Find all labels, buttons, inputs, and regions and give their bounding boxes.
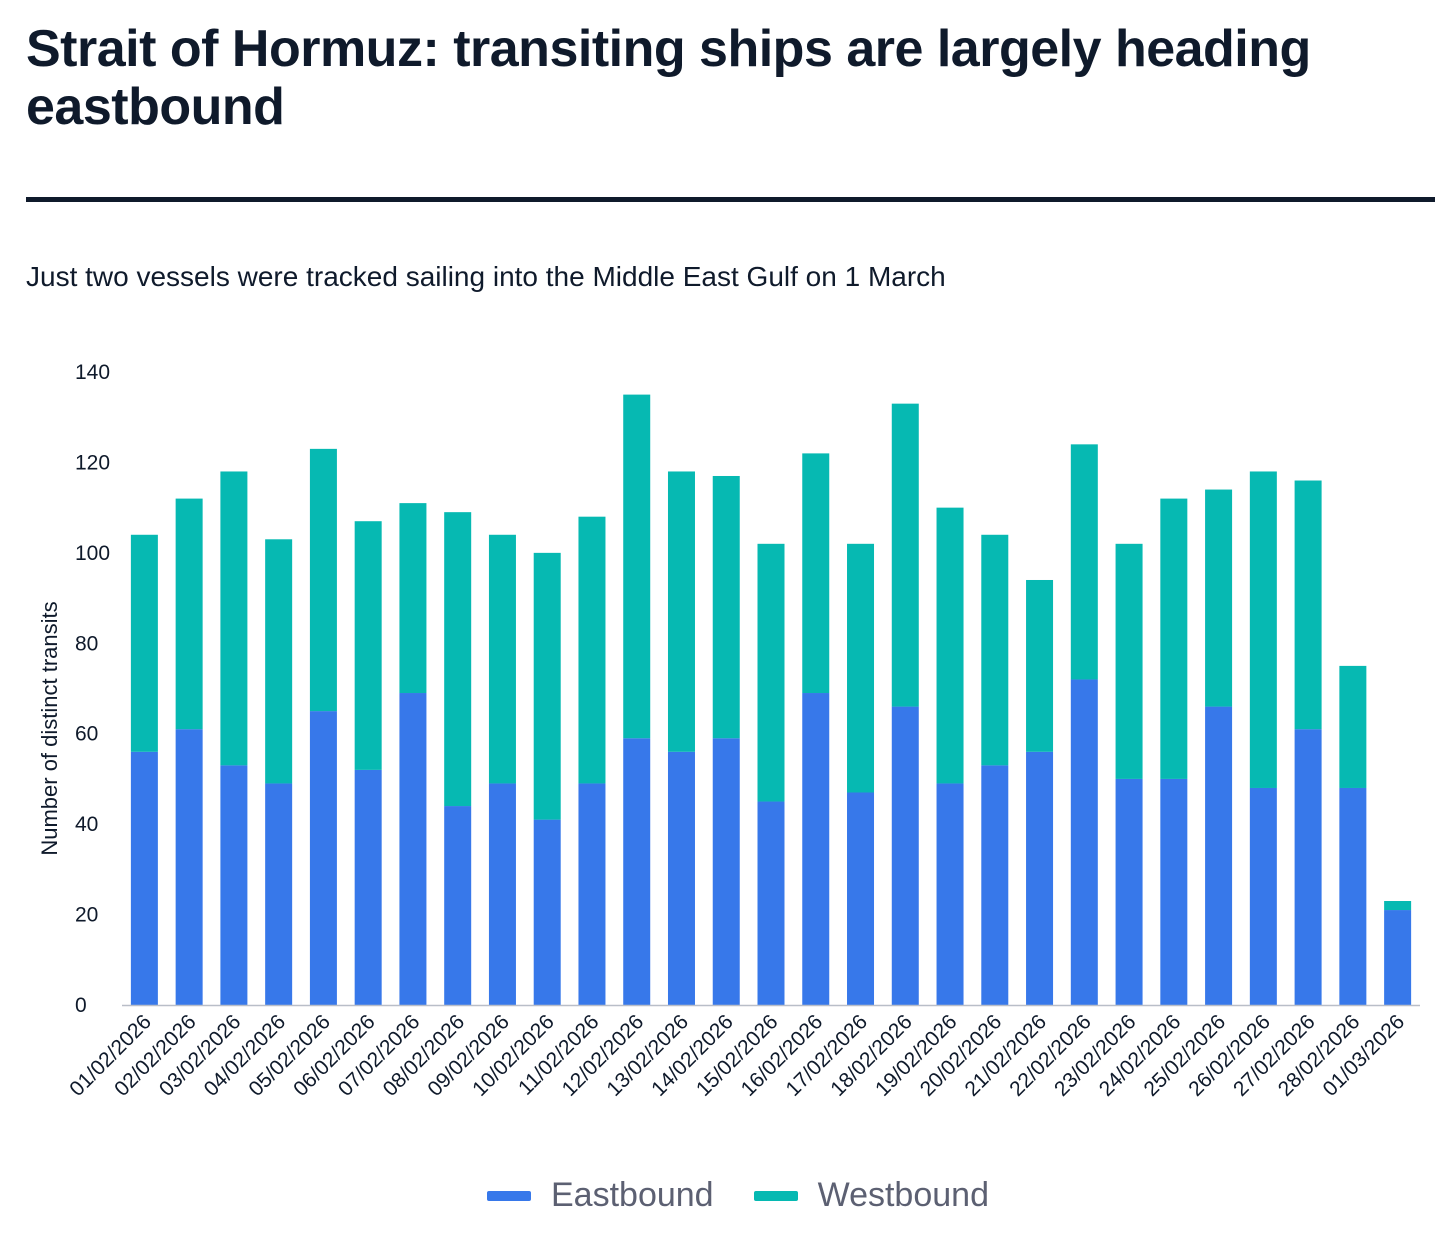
- bar-westbound: [847, 543, 875, 793]
- bar-westbound: [802, 453, 830, 694]
- bar-westbound: [1294, 480, 1322, 730]
- legend-item-westbound[interactable]: Westbound: [753, 1176, 989, 1215]
- y-tick-label: 80: [75, 632, 98, 655]
- bar-westbound: [533, 552, 561, 820]
- bar-westbound: [354, 521, 382, 770]
- bar-westbound: [444, 512, 472, 807]
- y-tick-label: 20: [75, 904, 98, 927]
- bar-westbound: [667, 471, 695, 752]
- bar-eastbound: [1205, 706, 1233, 1005]
- bar-eastbound: [1115, 778, 1143, 1005]
- bar-eastbound: [354, 769, 382, 1005]
- bar-eastbound: [533, 819, 561, 1005]
- bar-westbound: [1070, 444, 1098, 680]
- y-axis-title: Number of distinct transits: [37, 601, 62, 855]
- bar-westbound: [309, 448, 337, 712]
- bar-westbound: [712, 475, 740, 739]
- bar-westbound: [1339, 665, 1367, 788]
- bar-westbound: [936, 507, 964, 784]
- bar-westbound: [399, 503, 427, 694]
- bar-eastbound: [667, 751, 695, 1005]
- bar-westbound: [1026, 579, 1054, 752]
- legend-label-westbound: Westbound: [817, 1176, 989, 1214]
- legend-swatch-westbound: [753, 1190, 798, 1201]
- bar-eastbound: [1160, 778, 1188, 1005]
- y-tick-label: 100: [75, 542, 110, 565]
- bar-westbound: [981, 534, 1009, 766]
- stacked-bar-chart: 0 20 40 60 80 100 120 140 Number of distinct tra…: [37, 361, 1420, 1101]
- bar-eastbound: [1070, 679, 1098, 1005]
- bar-eastbound: [488, 783, 516, 1005]
- bar-eastbound: [623, 738, 651, 1005]
- bar-eastbound: [220, 765, 248, 1005]
- bar-eastbound: [757, 801, 785, 1005]
- bar-westbound: [1115, 543, 1143, 779]
- legend-swatch-eastbound: [487, 1190, 531, 1201]
- legend-label-eastbound: Eastbound: [551, 1176, 714, 1214]
- bar-westbound: [578, 516, 606, 784]
- bar-eastbound: [1249, 787, 1277, 1005]
- bar-westbound: [623, 394, 651, 739]
- bar-eastbound: [444, 806, 472, 1005]
- y-tick-label: 0: [75, 994, 87, 1017]
- bar-eastbound: [265, 783, 293, 1005]
- legend-item-eastbound[interactable]: Eastbound: [487, 1176, 714, 1215]
- bar-eastbound: [802, 693, 830, 1005]
- bar-westbound: [130, 534, 158, 752]
- bar-eastbound: [936, 783, 964, 1005]
- bar-eastbound: [1339, 787, 1367, 1005]
- bar-eastbound: [399, 693, 427, 1005]
- bar-westbound: [891, 403, 919, 707]
- y-tick-label: 120: [75, 451, 110, 474]
- bar-eastbound: [130, 751, 158, 1005]
- bar-westbound: [757, 543, 785, 802]
- bar-eastbound: [1384, 910, 1412, 1005]
- chart-subtitle: Just two vessels were tracked sailing in…: [26, 261, 946, 292]
- bar-westbound: [175, 498, 203, 730]
- chart-title: Strait of Hormuz: transiting ships are l…: [26, 20, 1311, 136]
- bar-eastbound: [891, 706, 919, 1005]
- chart-legend: Eastbound Westbound: [0, 1176, 1456, 1215]
- y-tick-label: 40: [75, 813, 98, 836]
- bar-eastbound: [712, 738, 740, 1005]
- bar-westbound: [1205, 489, 1233, 707]
- bar-westbound: [220, 471, 248, 766]
- bar-westbound: [1160, 498, 1188, 779]
- bar-eastbound: [309, 711, 337, 1005]
- bar-westbound: [1249, 471, 1277, 788]
- bar-eastbound: [847, 792, 875, 1005]
- bar-westbound: [1384, 901, 1412, 911]
- y-tick-label: 140: [75, 361, 110, 384]
- y-tick-label: 60: [75, 723, 98, 746]
- bar-eastbound: [175, 729, 203, 1005]
- bar-eastbound: [981, 765, 1009, 1005]
- bar-eastbound: [1294, 729, 1322, 1005]
- title-divider: [26, 197, 1435, 202]
- bar-westbound: [488, 534, 516, 784]
- bar-eastbound: [1026, 751, 1054, 1005]
- bar-eastbound: [578, 783, 606, 1005]
- bar-westbound: [265, 539, 293, 784]
